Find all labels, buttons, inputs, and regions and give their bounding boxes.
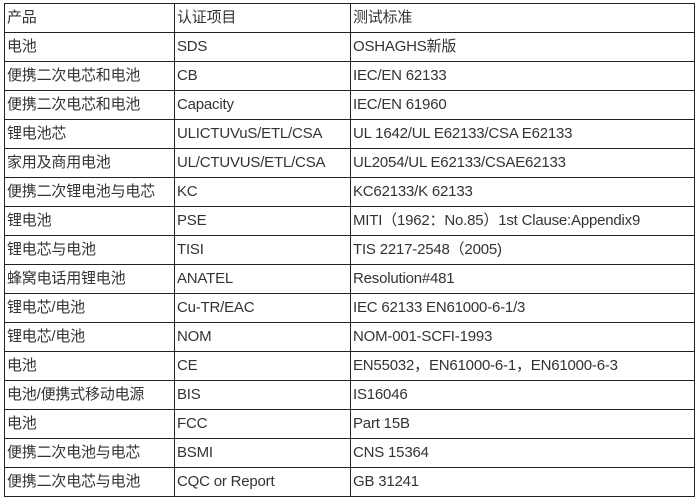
- cell-standard: UL 1642/UL E62133/CSA E62133: [350, 119, 695, 149]
- cell-certification: CQC or Report: [174, 467, 351, 497]
- cell-standard: IS16046: [350, 380, 695, 410]
- cell-standard: CNS 15364: [350, 438, 695, 468]
- table-row: 锂电芯/电池 NOM NOM-001-SCFI-1993: [4, 322, 695, 352]
- cell-certification: CB: [174, 61, 351, 91]
- cell-standard: GB 31241: [350, 467, 695, 497]
- cell-certification: Capacity: [174, 90, 351, 120]
- table-row: 便携二次锂电池与电芯 KC KC62133/K 62133: [4, 177, 695, 207]
- table-row: 家用及商用电池 UL/CTUVUS/ETL/CSA UL2054/UL E62133…: [4, 148, 695, 178]
- table-header-row: 产品 认证项目 测试标准: [4, 3, 695, 33]
- cell-certification: TISI: [174, 235, 351, 265]
- cell-standard: IEC 62133 EN61000-6-1/3: [350, 293, 695, 323]
- table-row: 锂电池芯 ULICTUVuS/ETL/CSA UL 1642/UL E62133/C…: [4, 119, 695, 149]
- cell-certification: BIS: [174, 380, 351, 410]
- certification-table: 产品 认证项目 测试标准 电池 SDS OSHAGHS新版 便携二次电芯和电池 CB IE…: [4, 3, 695, 497]
- table-row: 锂电池 PSE MITI（1962：No.85）1st Clause:Appendi…: [4, 206, 695, 236]
- table-row: 锂电芯与电池 TISI TIS 2217-2548（2005): [4, 235, 695, 265]
- table-row: 便携二次电芯和电池 CB IEC/EN 62133: [4, 61, 695, 91]
- cell-product: 电池: [4, 351, 175, 381]
- header-standard: 测试标准: [350, 3, 695, 33]
- cell-product: 便携二次电池与电芯: [4, 438, 175, 468]
- cell-product: 电池/便携式移动电源: [4, 380, 175, 410]
- cell-standard: KC62133/K 62133: [350, 177, 695, 207]
- cell-standard: OSHAGHS新版: [350, 32, 695, 62]
- cell-certification: ANATEL: [174, 264, 351, 294]
- cell-product: 锂电芯与电池: [4, 235, 175, 265]
- cell-certification: FCC: [174, 409, 351, 439]
- cell-certification: SDS: [174, 32, 351, 62]
- cell-certification: CE: [174, 351, 351, 381]
- cell-product: 便携二次电芯和电池: [4, 61, 175, 91]
- cell-standard: TIS 2217-2548（2005): [350, 235, 695, 265]
- cell-standard: NOM-001-SCFI-1993: [350, 322, 695, 352]
- cell-standard: EN55032，EN61000-6-1，EN61000-6-3: [350, 351, 695, 381]
- table-row: 电池 CE EN55032，EN61000-6-1，EN61000-6-3: [4, 351, 695, 381]
- cell-standard: IEC/EN 61960: [350, 90, 695, 120]
- cell-standard: MITI（1962：No.85）1st Clause:Appendix9: [350, 206, 695, 236]
- cell-product: 家用及商用电池: [4, 148, 175, 178]
- cell-certification: UL/CTUVUS/ETL/CSA: [174, 148, 351, 178]
- cell-standard: Resolution#481: [350, 264, 695, 294]
- cell-certification: PSE: [174, 206, 351, 236]
- cell-certification: ULICTUVuS/ETL/CSA: [174, 119, 351, 149]
- cell-product: 锂电芯/电池: [4, 322, 175, 352]
- cell-standard: UL2054/UL E62133/CSAE62133: [350, 148, 695, 178]
- cell-product: 蜂窝电话用锂电池: [4, 264, 175, 294]
- header-certification: 认证项目: [174, 3, 351, 33]
- table-row: 锂电芯/电池 Cu-TR/EAC IEC 62133 EN61000-6-1/3: [4, 293, 695, 323]
- header-product: 产品: [4, 3, 175, 33]
- table-row: 电池 FCC Part 15B: [4, 409, 695, 439]
- cell-product: 电池: [4, 409, 175, 439]
- cell-certification: KC: [174, 177, 351, 207]
- table-row: 电池/便携式移动电源 BIS IS16046: [4, 380, 695, 410]
- cell-standard: IEC/EN 62133: [350, 61, 695, 91]
- cell-product: 锂电池: [4, 206, 175, 236]
- table-row: 电池 SDS OSHAGHS新版: [4, 32, 695, 62]
- cell-product: 便携二次锂电池与电芯: [4, 177, 175, 207]
- table-row: 便携二次电池与电芯 BSMI CNS 15364: [4, 438, 695, 468]
- cell-standard: Part 15B: [350, 409, 695, 439]
- table-row: 便携二次电芯与电池 CQC or Report GB 31241: [4, 467, 695, 497]
- cell-certification: BSMI: [174, 438, 351, 468]
- table-row: 便携二次电芯和电池 Capacity IEC/EN 61960: [4, 90, 695, 120]
- table-row: 蜂窝电话用锂电池 ANATEL Resolution#481: [4, 264, 695, 294]
- cell-certification: NOM: [174, 322, 351, 352]
- cell-product: 锂电池芯: [4, 119, 175, 149]
- cell-product: 便携二次电芯与电池: [4, 467, 175, 497]
- cell-certification: Cu-TR/EAC: [174, 293, 351, 323]
- cell-product: 便携二次电芯和电池: [4, 90, 175, 120]
- cell-product: 电池: [4, 32, 175, 62]
- cell-product: 锂电芯/电池: [4, 293, 175, 323]
